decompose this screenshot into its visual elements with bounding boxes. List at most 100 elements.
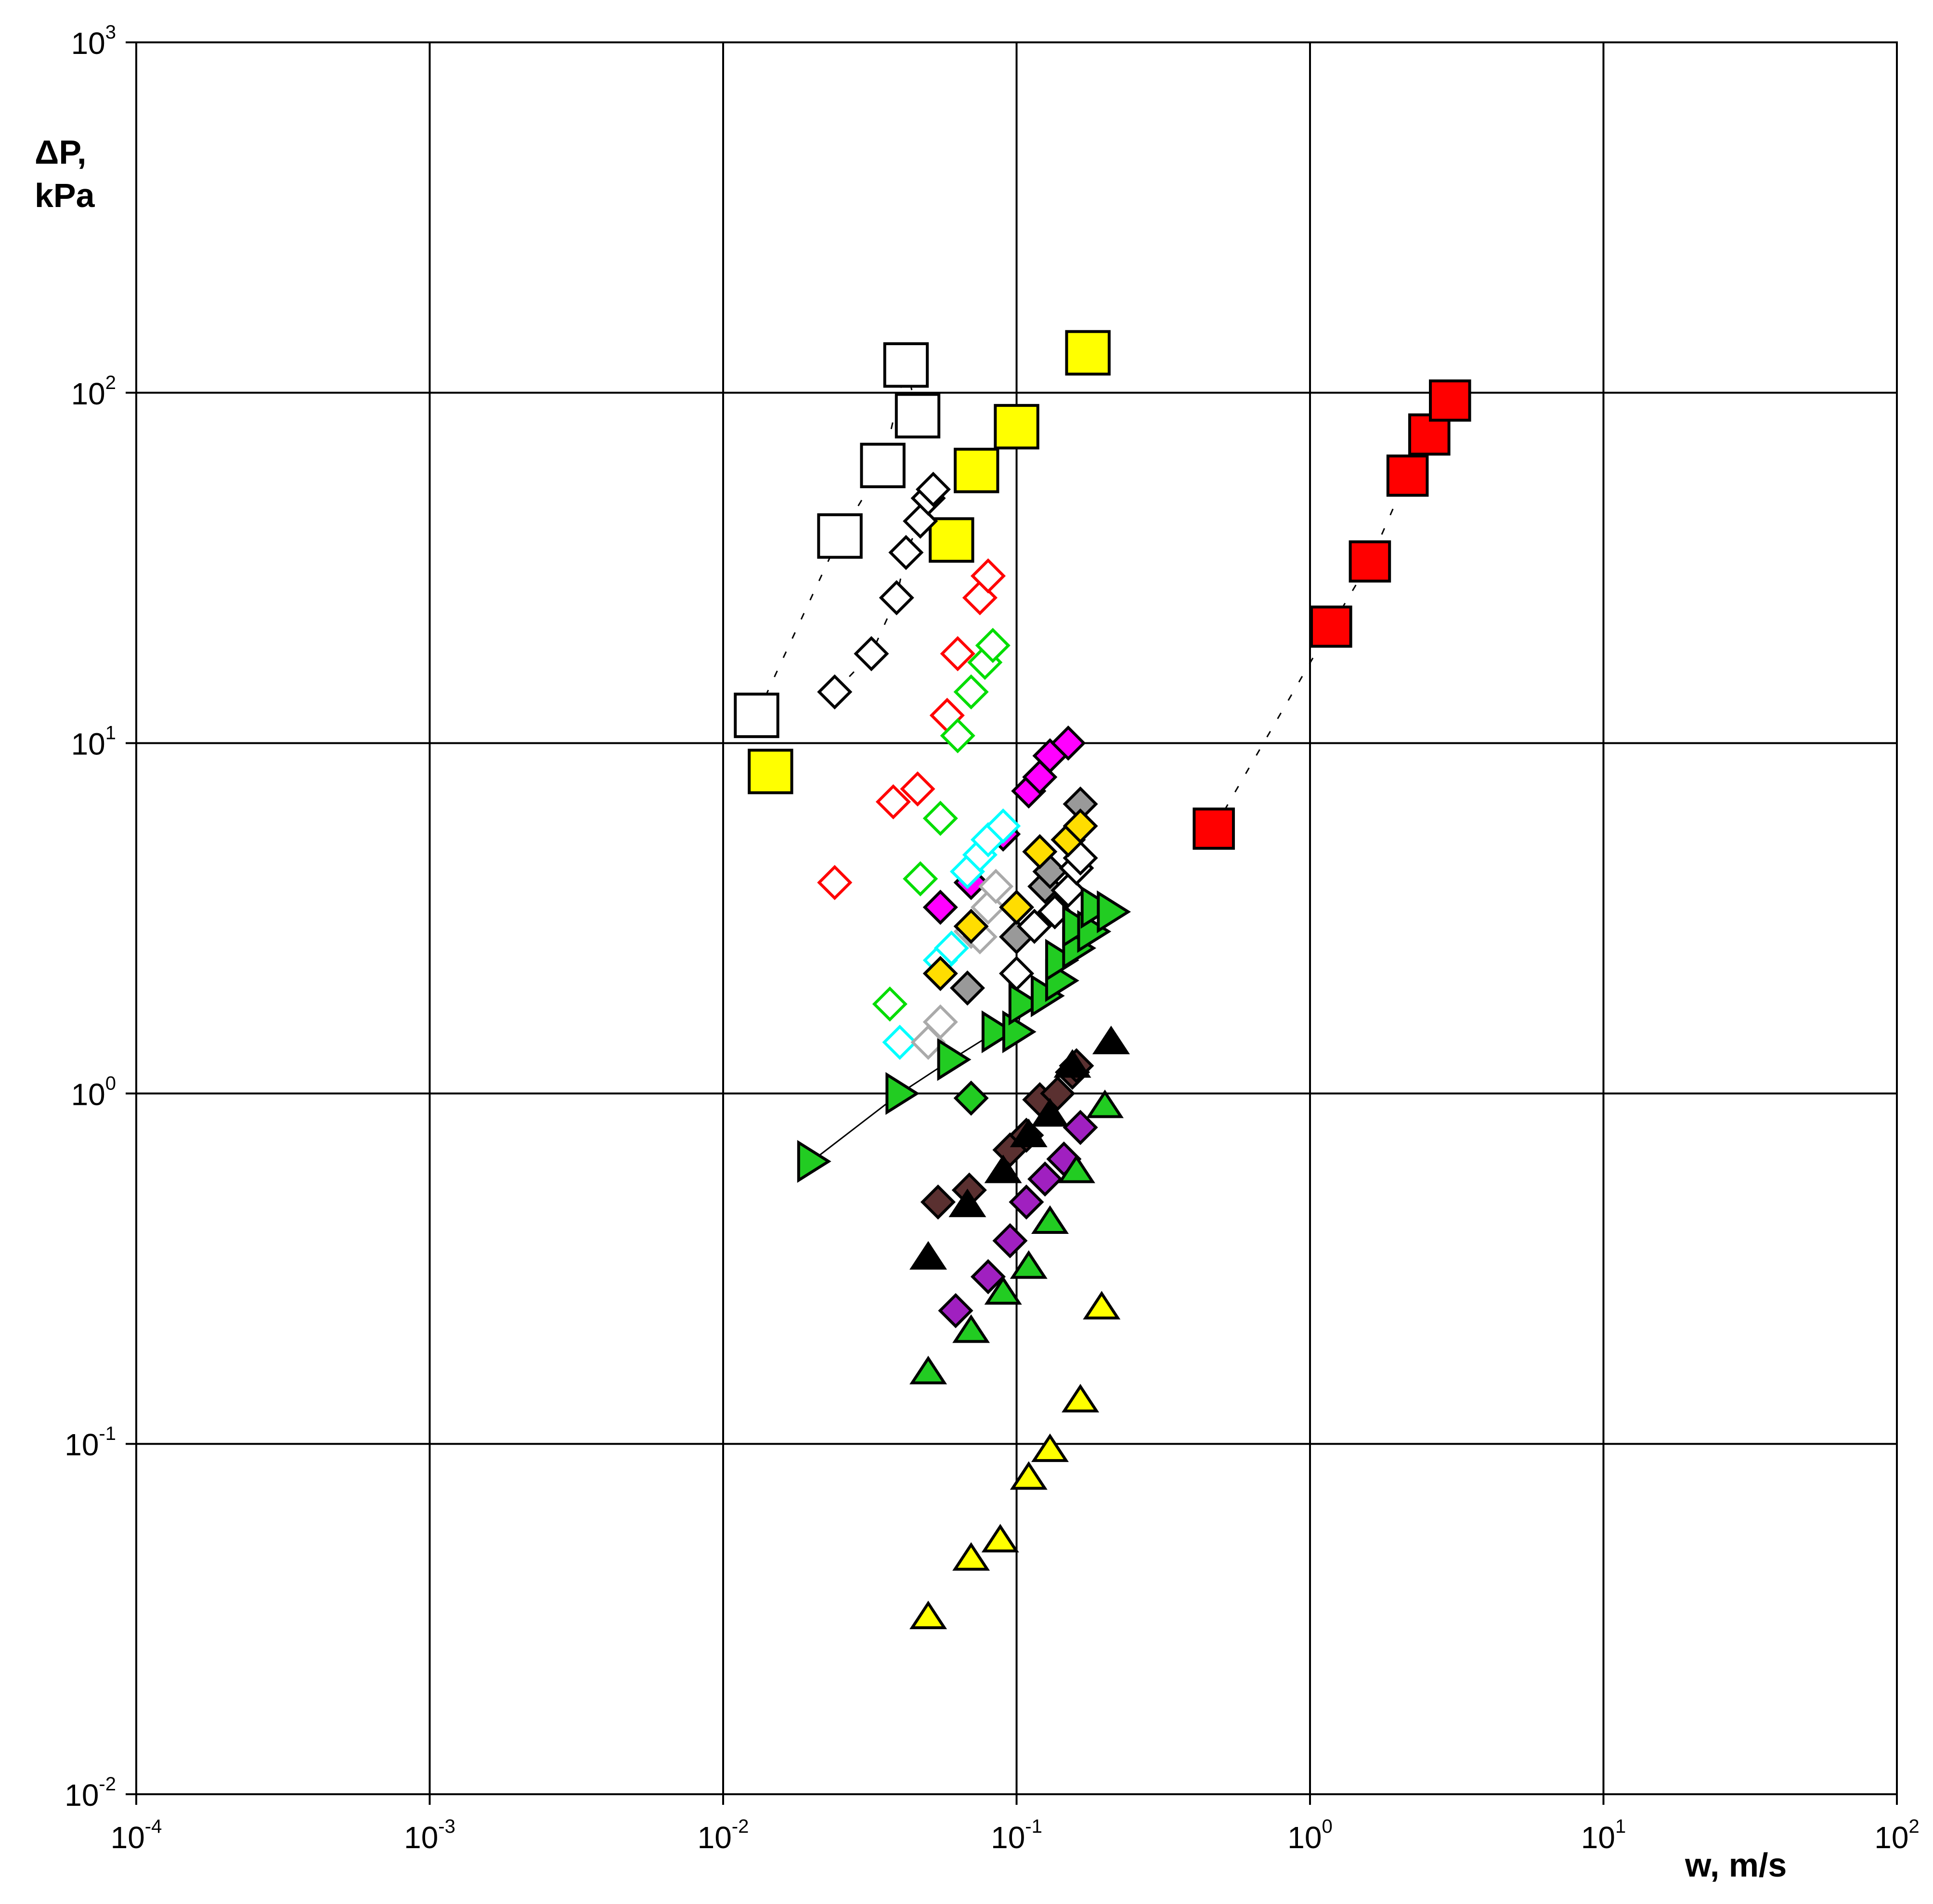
triangle-up-marker	[1057, 1154, 1095, 1183]
y-tick-label: 100	[71, 1073, 116, 1112]
diamond-marker	[992, 1223, 1028, 1258]
triangle-up-marker	[952, 1542, 990, 1571]
diamond-marker	[922, 1004, 958, 1040]
diamond-marker	[1063, 1110, 1098, 1145]
triangle-up-marker	[981, 1524, 1019, 1553]
square-marker	[895, 393, 941, 439]
square-marker	[994, 404, 1039, 450]
triangle-up-marker	[909, 1600, 947, 1630]
square-marker	[734, 692, 779, 738]
y-tick-label: 10-1	[65, 1423, 116, 1462]
square-marker	[1429, 379, 1471, 422]
series-2-line	[1213, 400, 1451, 829]
diamond-marker	[962, 580, 998, 616]
diamond-marker	[922, 956, 958, 991]
triangle-up-marker	[1062, 1384, 1100, 1412]
triangle-right-marker	[885, 1072, 920, 1115]
diamond-marker	[953, 1080, 989, 1116]
diamond-marker	[879, 580, 914, 616]
diamond-marker	[900, 771, 935, 807]
triangle-up-marker	[984, 1276, 1022, 1305]
diamond-marker	[949, 970, 985, 1006]
square-marker	[929, 517, 974, 563]
diamond-marker	[888, 535, 924, 570]
data-markers	[734, 330, 1471, 1630]
triangle-up-marker	[952, 1314, 990, 1343]
diamond-marker	[938, 1293, 973, 1329]
diamond-marker	[970, 890, 1006, 925]
diamond-marker	[1051, 725, 1086, 761]
diamond-marker	[903, 861, 938, 896]
triangle-up-marker	[1031, 1098, 1069, 1127]
square-marker	[860, 442, 906, 489]
diamond-marker	[882, 1024, 918, 1060]
y-axis-title-line1: ΔP,	[35, 133, 86, 171]
x-tick-label: 10-4	[111, 1816, 162, 1855]
triangle-up-marker	[984, 1154, 1022, 1183]
triangle-up-marker	[948, 1188, 986, 1218]
diamond-marker	[999, 890, 1035, 925]
axis-ticks: 10-4 10-3 10-2 10-1 100 101 102 10-2 10-1 100 101 1…	[65, 22, 1919, 1855]
diamond-marker	[978, 868, 1014, 904]
triangle-right-marker	[1045, 939, 1079, 982]
square-marker	[817, 513, 863, 559]
diamond-marker	[1009, 1184, 1044, 1220]
square-marker	[883, 342, 929, 388]
triangle-up-marker	[1053, 1049, 1091, 1078]
diamond-marker	[975, 628, 1011, 663]
triangle-up-marker	[909, 1241, 947, 1270]
triangle-up-marker	[909, 1356, 947, 1385]
diamond-marker	[922, 890, 958, 925]
triangle-right-marker	[797, 1140, 831, 1183]
square-marker	[953, 448, 999, 493]
diamond-marker	[920, 1184, 956, 1220]
square-marker	[1349, 540, 1391, 583]
diamond-marker	[915, 471, 951, 507]
square-marker	[1310, 605, 1352, 648]
y-tick-label: 103	[71, 22, 116, 61]
triangle-right-marker	[981, 1010, 1016, 1053]
triangle-up-marker	[1010, 1250, 1048, 1279]
square-marker	[748, 749, 793, 794]
triangle-up-marker	[1010, 1461, 1048, 1490]
diamond-marker	[817, 674, 853, 710]
square-marker	[1193, 807, 1235, 850]
diamond-marker	[970, 1259, 1006, 1295]
square-marker	[1065, 330, 1111, 376]
triangle-up-marker	[1031, 1433, 1069, 1462]
triangle-up-marker	[1086, 1089, 1124, 1118]
diamond-marker	[953, 674, 989, 710]
x-tick-label: 101	[1581, 1816, 1626, 1855]
triangle-up-marker	[1083, 1291, 1121, 1320]
x-tick-label: 100	[1287, 1816, 1332, 1855]
triangle-right-marker	[937, 1038, 972, 1081]
diamond-marker	[940, 718, 975, 753]
triangle-up-marker	[1010, 1118, 1048, 1147]
diamond-marker	[986, 808, 1021, 844]
diamond-marker	[872, 986, 908, 1022]
diamond-marker	[817, 865, 853, 900]
x-tick-label: 10-3	[404, 1816, 455, 1855]
y-tick-label: 102	[71, 372, 116, 411]
y-tick-label: 101	[71, 723, 116, 762]
y-tick-label: 10-2	[65, 1774, 116, 1813]
square-marker	[1386, 454, 1429, 497]
diamond-marker	[854, 636, 889, 672]
diamond-marker	[922, 801, 958, 836]
triangle-right-marker	[1008, 983, 1043, 1026]
diamond-marker	[1027, 1161, 1063, 1197]
diamond-marker	[1016, 908, 1052, 944]
diamond-marker	[940, 636, 975, 672]
diamond-marker	[934, 930, 969, 966]
x-tick-label: 10-1	[991, 1816, 1042, 1855]
diamond-marker	[970, 558, 1006, 594]
y-axis-title-line2: kPa	[35, 177, 95, 214]
triangle-up-marker	[1031, 1205, 1069, 1234]
triangle-up-marker	[1092, 1025, 1130, 1054]
diamond-marker	[953, 908, 989, 944]
diamond-marker	[1063, 808, 1098, 844]
triangle-right-marker	[1097, 890, 1131, 933]
diamond-marker	[1022, 834, 1058, 869]
